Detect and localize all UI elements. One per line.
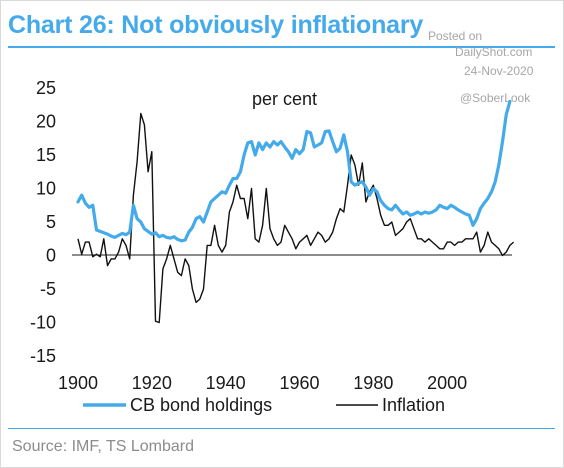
watermark-posted-on: Posted on bbox=[428, 29, 483, 43]
legend: CB bond holdings Inflation bbox=[83, 395, 445, 415]
title-divider bbox=[8, 46, 555, 48]
x-axis: 1900 1920 1940 1960 1980 2000 bbox=[58, 373, 467, 393]
x-tick-label: 1960 bbox=[279, 373, 319, 393]
watermark-date: 24-Nov-2020 bbox=[464, 64, 534, 78]
source-note: Source: IMF, TS Lombard bbox=[12, 438, 194, 455]
y-tick-label: 20 bbox=[36, 112, 56, 132]
y-tick-label: 15 bbox=[36, 145, 56, 165]
x-tick-label: 1920 bbox=[132, 373, 172, 393]
x-tick-label: 1980 bbox=[353, 373, 393, 393]
series-line-inflation bbox=[77, 112, 515, 324]
legend-label-inflation: Inflation bbox=[382, 395, 445, 415]
watermark-site: DailyShot.com bbox=[455, 45, 533, 59]
x-tick-label: 1940 bbox=[206, 373, 246, 393]
y-tick-label: -15 bbox=[30, 346, 56, 366]
y-tick-label: 25 bbox=[36, 78, 56, 98]
y-tick-label: -10 bbox=[30, 313, 56, 333]
y-tick-label: -5 bbox=[40, 279, 56, 299]
y-tick-label: 0 bbox=[46, 246, 56, 266]
source-divider bbox=[8, 428, 555, 429]
y-axis: 25 20 15 10 5 0 -5 -10 -15 bbox=[30, 78, 56, 366]
series-line-cb-bond-holdings bbox=[76, 99, 512, 243]
y-tick-label: 5 bbox=[46, 212, 56, 232]
x-tick-label: 1900 bbox=[58, 373, 98, 393]
watermark-handle: @SoberLook bbox=[460, 91, 531, 105]
unit-label: per cent bbox=[252, 89, 317, 109]
chart-title: Chart 26: Not obviously inflationary bbox=[8, 11, 424, 39]
legend-label-cb: CB bond holdings bbox=[130, 395, 272, 415]
y-tick-label: 10 bbox=[36, 179, 56, 199]
x-tick-label: 2000 bbox=[427, 373, 467, 393]
